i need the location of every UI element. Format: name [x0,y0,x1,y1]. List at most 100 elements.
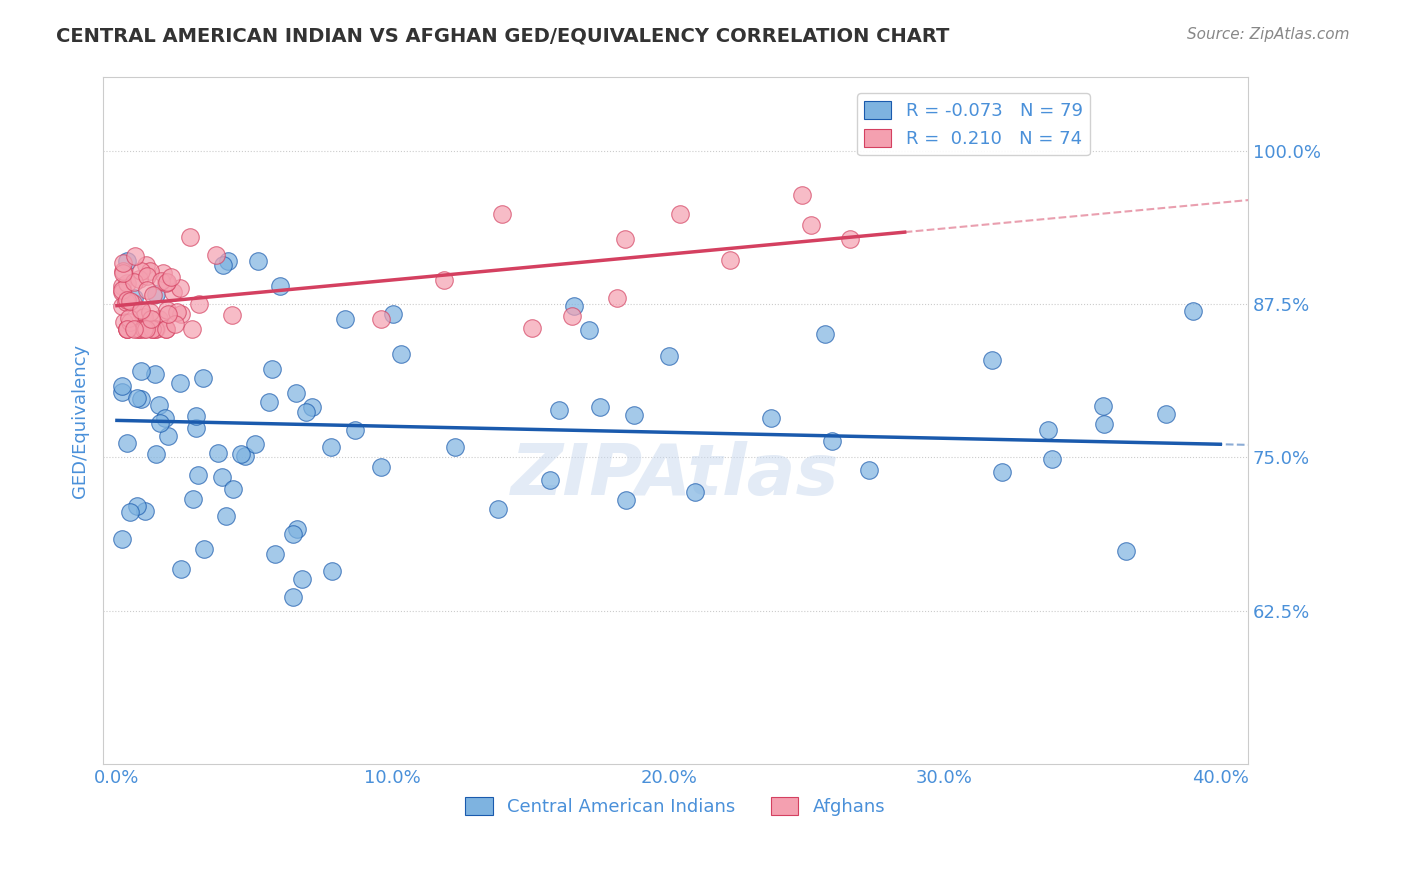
Point [160,270,183,285]
Point [343,423,366,437]
Point [127,499,149,513]
Text: ZIPAtlas: ZIPAtlas [512,441,839,510]
Point [233,450,256,464]
Point [669,206,692,220]
Point [614,492,637,507]
Point [135,322,157,336]
Point [370,460,392,475]
Point [187,297,209,311]
Point [561,309,583,323]
Point [129,264,152,278]
Point [269,279,291,293]
Point [111,283,134,297]
Point [1092,417,1115,431]
Point [127,322,149,336]
Point [186,409,208,424]
Point [229,447,252,461]
Point [613,232,636,246]
Point [838,232,860,246]
Point [538,473,561,487]
Point [115,254,138,268]
Point [155,322,177,336]
Point [291,572,314,586]
Point [1115,544,1137,558]
Point [444,440,467,454]
Point [187,468,209,483]
Point [142,288,165,302]
Point [162,285,184,299]
Point [623,408,645,422]
Point [120,505,142,519]
Point [152,266,174,280]
Point [111,266,134,280]
Point [143,368,166,382]
Point [589,400,612,414]
Point [156,303,179,318]
Y-axis label: GED/Equivalency: GED/Equivalency [72,343,89,498]
Point [117,436,139,450]
Point [547,403,569,417]
Point [111,255,134,269]
Point [606,291,628,305]
Point [181,322,204,336]
Point [562,299,585,313]
Point [155,322,177,336]
Point [193,370,215,384]
Point [179,230,201,244]
Point [156,276,179,290]
Point [134,310,156,325]
Point [181,491,204,506]
Point [1042,452,1064,467]
Point [145,322,167,336]
Point [333,312,356,326]
Point [115,293,138,307]
Point [118,311,141,326]
Point [193,542,215,557]
Point [115,322,138,336]
Point [301,400,323,414]
Point [111,299,134,313]
Point [1091,400,1114,414]
Point [149,416,172,430]
Point [166,305,188,319]
Point [128,322,150,336]
Point [122,291,145,305]
Point [153,410,176,425]
Point [370,311,392,326]
Point [1036,423,1059,437]
Point [433,273,456,287]
Point [135,283,157,297]
Point [321,565,343,579]
Point [169,281,191,295]
Point [260,362,283,376]
Point [111,379,134,393]
Point [389,347,412,361]
Point [148,398,170,412]
Point [120,315,142,329]
Point [128,272,150,286]
Point [111,285,134,299]
Point [136,269,159,284]
Point [792,187,814,202]
Point [111,532,134,546]
Point [131,364,153,378]
Point [381,307,404,321]
Legend: Central American Indians, Afghans: Central American Indians, Afghans [458,789,893,823]
Point [139,264,162,278]
Point [321,440,343,454]
Point [143,322,166,336]
Point [1156,407,1178,421]
Point [128,322,150,336]
Point [980,353,1002,368]
Point [217,254,239,268]
Point [858,462,880,476]
Point [259,395,281,409]
Text: CENTRAL AMERICAN INDIAN VS AFGHAN GED/EQUIVALENCY CORRELATION CHART: CENTRAL AMERICAN INDIAN VS AFGHAN GED/EQ… [56,27,949,45]
Point [281,527,304,541]
Text: Source: ZipAtlas.com: Source: ZipAtlas.com [1187,27,1350,42]
Point [157,428,180,442]
Point [149,274,172,288]
Point [122,275,145,289]
Point [125,391,148,405]
Point [148,311,170,326]
